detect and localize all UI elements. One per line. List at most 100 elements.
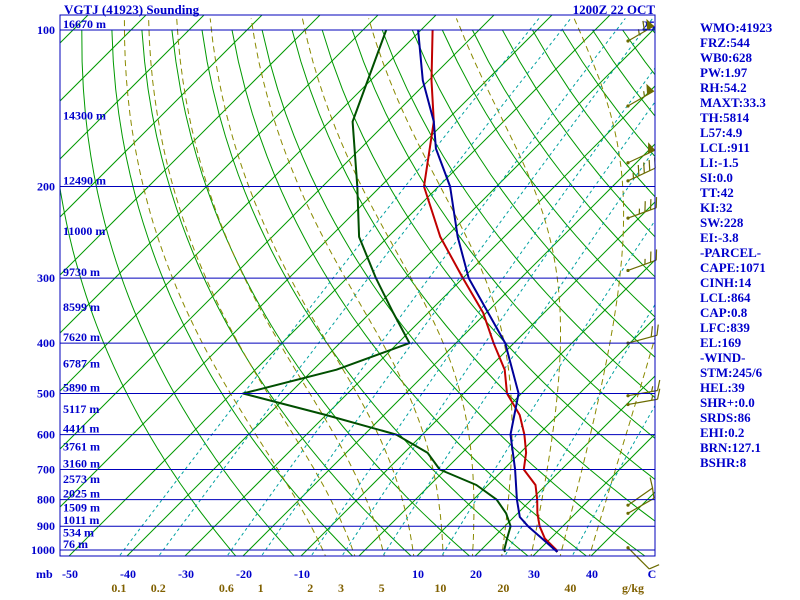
moist-adiabat-line	[368, 18, 513, 556]
pressure-tick-label: 600	[37, 428, 55, 442]
wind-barb	[626, 249, 658, 273]
index-item: PW:1.97	[700, 65, 748, 80]
index-item: TT:42	[700, 185, 734, 200]
isotherm-line	[532, 433, 655, 556]
grid-layer	[0, 15, 800, 560]
dry-adiabat-line	[683, 30, 800, 560]
mixing-ratio-tick-label: 0.6	[219, 581, 234, 595]
height-label: 5890 m	[63, 380, 100, 394]
mixing-ratio-line	[341, 101, 655, 556]
moist-adiabat-line	[588, 336, 655, 556]
mixing-ratio-line	[571, 404, 655, 556]
dry-adiabat-line	[321, 29, 655, 481]
dry-adiabat-line	[231, 29, 588, 556]
dry-adiabat-line	[111, 29, 354, 556]
height-label: 16670 m	[63, 17, 106, 31]
index-item: CINH:14	[700, 275, 752, 290]
moist-adiabat-line	[455, 18, 561, 556]
mixing-ratio-tick-label: 10	[434, 581, 446, 595]
temp-tick-label: 30	[528, 567, 540, 581]
isotherm-line	[60, 15, 379, 334]
dry-adiabat-line	[562, 29, 655, 158]
index-item: LCL:864	[700, 290, 751, 305]
temp-unit-label: C	[648, 567, 657, 581]
index-item: SI:0.0	[700, 170, 733, 185]
height-label: 534 m	[63, 525, 94, 539]
height-label: 7620 m	[63, 330, 100, 344]
dry-adiabat-line	[261, 29, 646, 556]
mixing-ratio-tick-label: 2	[307, 581, 313, 595]
indices-panel: WMO:41923 FRZ:544 WB0:628 PW:1.97 RH:54.2 MAX…	[700, 20, 798, 470]
dry-adiabat-line	[592, 29, 655, 117]
index-item: CAPE:1071	[700, 260, 766, 275]
dry-adiabat-line	[411, 29, 655, 358]
height-label: 2573 m	[63, 472, 100, 486]
dry-adiabat-line	[291, 29, 655, 522]
dewpoint-trace	[242, 29, 512, 553]
index-item: CAP:0.8	[700, 305, 748, 320]
wind-barb	[626, 487, 655, 515]
pressure-tick-label: 400	[37, 336, 55, 350]
mixing-ratio-tick-label: 3	[338, 581, 344, 595]
index-item: FRZ:544	[700, 35, 750, 50]
dry-adiabat-line	[81, 29, 295, 556]
index-item: L57:4.9	[700, 125, 743, 140]
isotherm-line	[184, 85, 655, 556]
moist-adiabat-line	[209, 18, 415, 556]
mixing-ratio-tick-label: 0.2	[151, 581, 166, 595]
moist-adiabat-line	[123, 18, 327, 556]
wind-barb	[626, 83, 655, 108]
page-title: VGTJ (41923) Sounding	[64, 2, 200, 17]
temp-tick-label: -30	[178, 567, 194, 581]
temp-tick-label: 40	[586, 567, 598, 581]
mixing-ratio-tick-label: 40	[564, 581, 576, 595]
index-item: LCL:911	[700, 140, 750, 155]
dry-adiabat-line	[201, 29, 529, 556]
isotherm-line	[0, 15, 30, 556]
pressure-unit-label: mb	[36, 567, 53, 581]
height-label: 5117 m	[63, 402, 99, 416]
temperature-trace	[423, 29, 559, 553]
pressure-tick-label: 100	[37, 23, 55, 37]
index-item: LFC:839	[700, 320, 750, 335]
wind-barb	[626, 18, 655, 43]
mixing-ratio-line	[226, 18, 626, 556]
mixing-ratio-line	[118, 18, 540, 556]
index-item: LI:-1.5	[700, 155, 739, 170]
wind-barb	[626, 142, 656, 165]
mixing-ratio-line	[260, 18, 653, 556]
pressure-tick-label: 900	[37, 519, 55, 533]
index-item: WMO:41923	[700, 20, 773, 35]
index-item: KI:32	[700, 200, 733, 215]
height-label: 8599 m	[63, 300, 100, 314]
isotherm-line	[242, 143, 655, 556]
dry-adiabat-line	[60, 184, 237, 556]
index-item: EL:169	[700, 335, 742, 350]
moist-adiabat-line	[559, 18, 625, 556]
height-label: 14300 m	[63, 109, 106, 123]
isotherm-line	[60, 15, 495, 450]
wind-layer	[626, 18, 661, 570]
height-label: 9730 m	[63, 265, 100, 279]
index-item: EHI:0.2	[700, 425, 745, 440]
pressure-tick-label: 800	[37, 493, 55, 507]
index-item: SW:228	[700, 215, 744, 230]
mixing-ratio-tick-label: 5	[379, 581, 385, 595]
temp-tick-label: 20	[470, 567, 482, 581]
temp-tick-label: -40	[120, 567, 136, 581]
isotherm-line	[358, 259, 655, 556]
pressure-tick-label: 300	[37, 271, 55, 285]
index-item: EI:-3.8	[700, 230, 739, 245]
moist-adiabat-line	[148, 18, 356, 556]
temp-tick-label: -20	[236, 567, 252, 581]
isotherm-line	[474, 375, 655, 556]
temp-tick-label: -50	[62, 567, 78, 581]
pressure-tick-label: 700	[37, 462, 55, 476]
mixing-ratio-line	[158, 18, 572, 556]
isotherm-line	[60, 15, 553, 508]
wind-barb	[626, 388, 661, 407]
dry-adiabat-line	[441, 29, 655, 318]
height-label: 2025 m	[63, 487, 100, 501]
plot-border	[59, 14, 656, 557]
